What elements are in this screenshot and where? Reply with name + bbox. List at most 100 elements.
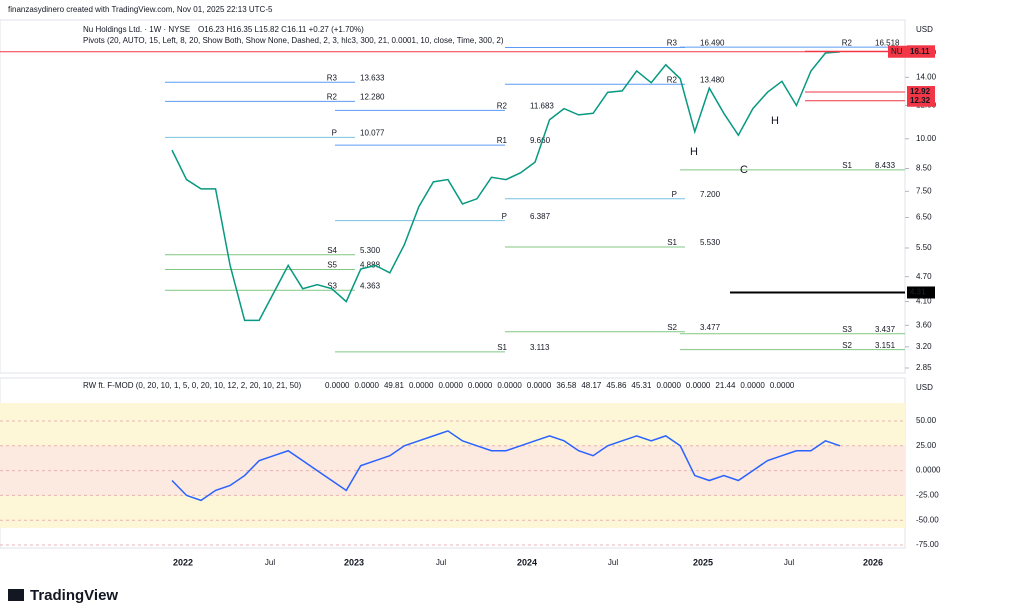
pivot-level: S2 <box>667 323 677 332</box>
price-tick-label: 3.60 <box>916 320 932 329</box>
pivot-level: S3 <box>842 325 852 334</box>
price-tag-label: 4.31 <box>910 288 926 297</box>
price-tag <box>907 94 935 107</box>
pivot-value: 7.200 <box>700 190 721 199</box>
time-label: Jul <box>265 558 275 567</box>
ohlc-values: O16.23 H16.35 L15.82 C16.11 +0.27 (+1.70… <box>198 25 364 34</box>
pivot-level: R1 <box>497 136 508 145</box>
symbol-legend: Nu Holdings Ltd. · 1W · NYSE <box>83 25 190 34</box>
indicator-currency: USD <box>916 383 933 392</box>
time-label: 2026 <box>863 557 883 567</box>
symbol-tag-label: NU <box>891 47 903 56</box>
indicator-legend: RW ft. F-MOD (0, 20, 10, 1, 5, 0, 20, 10… <box>83 381 302 390</box>
attribution: finanzasydinero created with TradingView… <box>8 5 273 14</box>
price-tag-label: 12.32 <box>910 96 931 105</box>
time-label: Jul <box>436 558 446 567</box>
indicator-tick-label: 50.00 <box>916 416 937 425</box>
oscillator-line <box>171 430 841 502</box>
pivot-value: 3.151 <box>875 341 896 350</box>
price-line <box>171 51 841 322</box>
indicator-tick-label: -25.00 <box>916 491 939 500</box>
logo-mark <box>8 589 24 601</box>
indicator-reading: 48.17 <box>581 381 602 390</box>
indicator-reading: 45.31 <box>631 381 652 390</box>
indicator-reading: 45.86 <box>606 381 627 390</box>
wave-label: H <box>771 115 779 127</box>
main-pane <box>0 19 906 374</box>
currency: USD <box>916 25 933 34</box>
pivot-level: S1 <box>497 343 507 352</box>
pivot-level: R2 <box>842 38 853 47</box>
price-tick-label: 2.85 <box>916 363 932 372</box>
indicator-reading: 21.44 <box>715 381 736 390</box>
indicator-tick-label: -50.00 <box>916 515 939 524</box>
brand: TradingView <box>30 587 118 604</box>
indicator-tick-label: -75.00 <box>916 540 939 549</box>
pivots-legend: Pivots (20, AUTO, 15, Left, 8, 20, Show … <box>83 36 504 45</box>
indicator-reading: 0.0000 <box>354 381 379 390</box>
pivot-level: S4 <box>327 246 337 255</box>
price-tick-label: 14.00 <box>916 72 937 81</box>
price-tick-label: 4.10 <box>916 297 932 306</box>
time-label: 2024 <box>517 557 537 567</box>
time-label: Jul <box>608 558 618 567</box>
pivot-level: R2 <box>667 75 678 84</box>
indicator-reading: 36.58 <box>556 381 577 390</box>
wave-label: C <box>740 164 748 176</box>
pivot-level: S3 <box>327 281 337 290</box>
indicator-reading: 49.81 <box>384 381 405 390</box>
pivot-level: S5 <box>327 261 337 270</box>
indicator-tick-label: 0.0000 <box>916 466 941 475</box>
symbol-tag <box>888 45 907 58</box>
indicator-reading: 0.0000 <box>438 381 463 390</box>
pivot-level: R2 <box>497 102 508 111</box>
pivot-level: S1 <box>667 238 677 247</box>
price-tag-label: 16.11 <box>910 47 930 56</box>
pivot-value: 5.300 <box>360 246 381 255</box>
pivot-value: 13.633 <box>360 73 385 82</box>
price-tick-label: 3.20 <box>916 342 932 351</box>
pivot-level: R3 <box>667 39 678 48</box>
time-label: Jul <box>784 558 794 567</box>
time-label: 2023 <box>344 557 364 567</box>
indicator-reading: 0.0000 <box>468 381 493 390</box>
pivot-level: R3 <box>327 73 338 82</box>
time-label: 2022 <box>173 557 193 567</box>
price-tag <box>907 286 935 299</box>
indicator-reading: 0.0000 <box>770 381 795 390</box>
pivot-value: 3.113 <box>530 343 550 352</box>
footer-logo: TradingView <box>8 587 118 604</box>
pivot-level: P <box>502 212 507 221</box>
pivot-value: 12.280 <box>360 92 385 101</box>
pivot-value: 10.077 <box>360 129 385 138</box>
price-tag-label: 12.92 <box>910 87 931 96</box>
indicator-reading: 0.0000 <box>497 381 522 390</box>
wave-label: H <box>690 146 698 158</box>
price-tick-label: 6.50 <box>916 213 932 222</box>
indicator-reading: 0.0000 <box>686 381 711 390</box>
price-tick-label: 10.00 <box>916 134 937 143</box>
pivot-level: P <box>672 190 677 199</box>
pivot-value: 4.888 <box>360 261 381 270</box>
pivot-value: 16.518 <box>875 38 900 47</box>
price-tick-label: 7.50 <box>916 186 932 195</box>
pivot-value: 5.530 <box>700 238 721 247</box>
price-tick-label: 5.50 <box>916 243 932 252</box>
pivot-value: 6.387 <box>530 212 551 221</box>
price-tag <box>907 45 935 58</box>
price-tick-label: 4.70 <box>916 272 932 281</box>
indicator-reading: 0.0000 <box>325 381 350 390</box>
price-tick-label: 8.50 <box>916 164 932 173</box>
pivot-value: 9.660 <box>530 136 551 145</box>
pivot-value: 3.437 <box>875 325 896 334</box>
pivot-value: 3.477 <box>700 323 721 332</box>
indicator-reading: 0.0000 <box>656 381 681 390</box>
indicator-tick-label: 25.00 <box>916 441 937 450</box>
indicator-reading: 0.0000 <box>527 381 552 390</box>
time-label: 2025 <box>693 557 713 567</box>
pivot-level: P <box>332 129 337 138</box>
pivot-value: 4.363 <box>360 281 381 290</box>
pivot-value: 11.683 <box>530 102 554 111</box>
indicator-reading: 0.0000 <box>740 381 765 390</box>
